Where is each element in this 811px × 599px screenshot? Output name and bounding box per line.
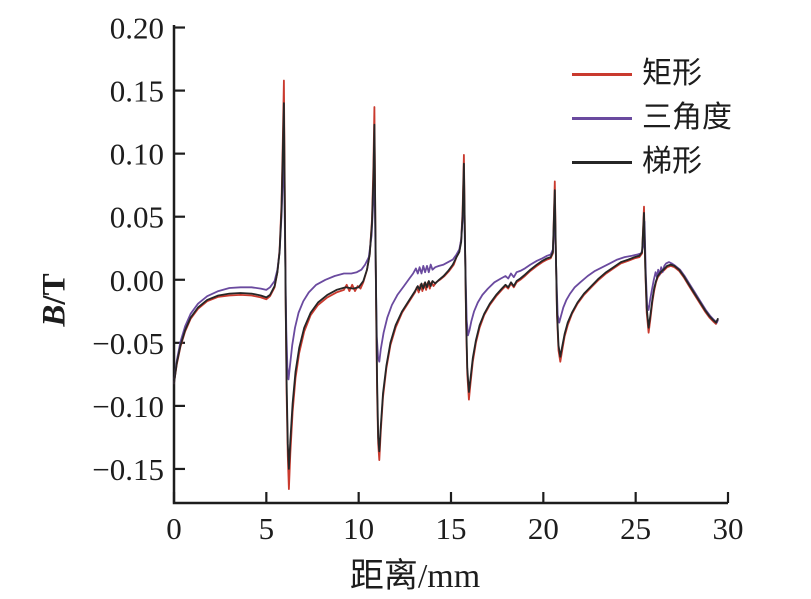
y-axis-label: B/T	[37, 240, 74, 360]
x-tick-label: 25	[620, 511, 651, 546]
legend-item: 矩形	[572, 52, 732, 96]
x-tick-label: 15	[436, 511, 467, 546]
y-axis-label-symbol: B	[36, 304, 73, 327]
y-tick-label: 0.10	[110, 137, 164, 172]
legend-label: 三角度	[642, 101, 732, 134]
y-tick-label: 0.05	[110, 200, 164, 235]
x-axis-label: 距离/mm	[349, 558, 481, 595]
legend-item: 三角度	[572, 96, 732, 140]
x-tick-label: 20	[528, 511, 559, 546]
x-tick-label: 30	[713, 511, 744, 546]
legend-label: 矩形	[642, 57, 702, 90]
x-tick-label: 10	[343, 511, 374, 546]
x-tick-label: 0	[166, 511, 182, 546]
legend-label: 梯形	[642, 145, 702, 178]
x-tick-label: 5	[259, 511, 275, 546]
y-tick-label: −0.15	[92, 452, 164, 487]
legend-line-sample	[572, 72, 632, 76]
series-line-梯形	[173, 102, 719, 470]
y-tick-label: −0.05	[92, 326, 164, 361]
y-axis-label-unit: /T	[36, 273, 73, 305]
legend-item: 梯形	[572, 140, 732, 184]
legend: 矩形 三角度 梯形	[572, 52, 732, 184]
y-tick-label: 0.20	[110, 11, 164, 46]
legend-line-sample	[572, 116, 632, 120]
y-tick-label: 0.15	[110, 74, 164, 109]
y-tick-label: −0.10	[92, 389, 164, 424]
legend-line-sample	[572, 160, 632, 164]
y-tick-label: 0.00	[110, 263, 164, 298]
series-line-三角度	[173, 152, 719, 385]
